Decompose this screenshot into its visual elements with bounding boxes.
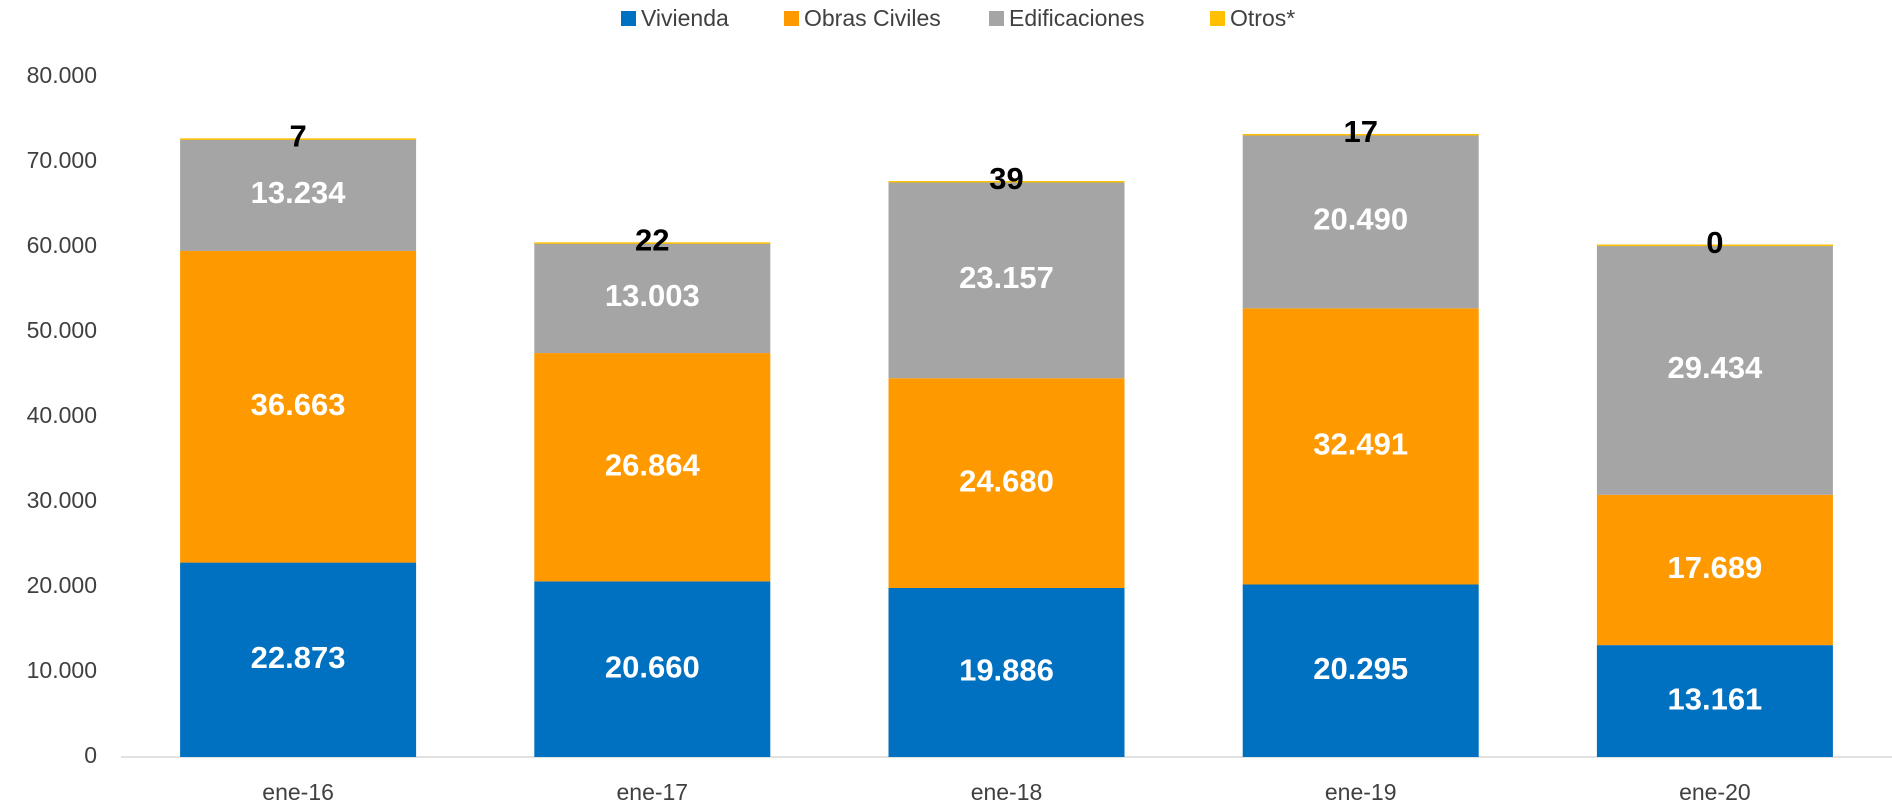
x-tick-label: ene-19 bbox=[1325, 779, 1397, 805]
bar-segment bbox=[534, 242, 771, 354]
bar-segment bbox=[534, 353, 771, 582]
value-label: 7 bbox=[289, 119, 306, 154]
legend-label: Obras Civiles bbox=[804, 5, 941, 31]
value-label: 29.434 bbox=[1667, 350, 1763, 385]
legend-swatch bbox=[784, 11, 799, 26]
y-tick-label: 80.000 bbox=[27, 62, 97, 88]
bar-segment bbox=[180, 562, 417, 757]
y-tick-label: 20.000 bbox=[27, 572, 97, 598]
value-label: 17 bbox=[1343, 114, 1377, 149]
y-tick-label: 30.000 bbox=[27, 487, 97, 513]
y-tick-label: 0 bbox=[84, 742, 97, 768]
legend-swatch bbox=[989, 11, 1004, 26]
bar-segment bbox=[888, 181, 1125, 183]
bar-segment bbox=[1596, 494, 1833, 646]
legend-label: Otros* bbox=[1230, 5, 1295, 31]
value-label: 24.680 bbox=[959, 463, 1054, 498]
bar-segment bbox=[888, 181, 1125, 379]
value-label: 0 bbox=[1706, 225, 1723, 260]
bar-segment bbox=[180, 138, 417, 251]
value-label: 26.864 bbox=[605, 447, 701, 482]
value-label: 13.161 bbox=[1667, 681, 1762, 716]
value-label: 17.689 bbox=[1667, 550, 1762, 585]
value-label: 20.490 bbox=[1313, 201, 1408, 236]
bar-segment bbox=[888, 378, 1125, 588]
bar-segment bbox=[180, 138, 417, 140]
value-label: 20.660 bbox=[605, 649, 700, 684]
value-label: 19.886 bbox=[959, 653, 1054, 688]
value-label: 22 bbox=[635, 223, 669, 258]
bar-segment bbox=[1596, 645, 1833, 757]
y-tick-label: 60.000 bbox=[27, 232, 97, 258]
bar-segment bbox=[888, 587, 1125, 757]
bar-segment bbox=[1596, 244, 1833, 495]
bar-segment bbox=[534, 581, 771, 757]
bar-segment bbox=[1596, 244, 1833, 247]
y-tick-label: 50.000 bbox=[27, 317, 97, 343]
bar-segment bbox=[180, 250, 417, 563]
bar-segment bbox=[534, 242, 771, 244]
value-label: 22.873 bbox=[251, 640, 346, 675]
legend-label: Edificaciones bbox=[1009, 5, 1145, 31]
legend-swatch bbox=[621, 11, 636, 26]
value-label: 13.234 bbox=[251, 175, 347, 210]
x-tick-label: ene-18 bbox=[971, 779, 1043, 805]
value-label: 13.003 bbox=[605, 278, 700, 313]
value-label: 32.491 bbox=[1313, 427, 1408, 462]
y-tick-label: 70.000 bbox=[27, 147, 97, 173]
bar-segment bbox=[1242, 308, 1479, 585]
x-tick-label: ene-20 bbox=[1679, 779, 1751, 805]
value-label: 36.663 bbox=[251, 387, 346, 422]
x-tick-label: ene-16 bbox=[262, 779, 334, 805]
value-label: 23.157 bbox=[959, 260, 1054, 295]
y-tick-label: 40.000 bbox=[27, 402, 97, 428]
legend-swatch bbox=[1210, 11, 1225, 26]
value-label: 39 bbox=[989, 161, 1023, 196]
x-tick-label: ene-17 bbox=[616, 779, 688, 805]
legend-label: Vivienda bbox=[641, 5, 729, 31]
bar-segment bbox=[1242, 584, 1479, 757]
bar-segment bbox=[1242, 134, 1479, 136]
y-tick-label: 10.000 bbox=[27, 657, 97, 683]
value-label: 20.295 bbox=[1313, 651, 1408, 686]
bar-segment bbox=[1242, 134, 1479, 309]
